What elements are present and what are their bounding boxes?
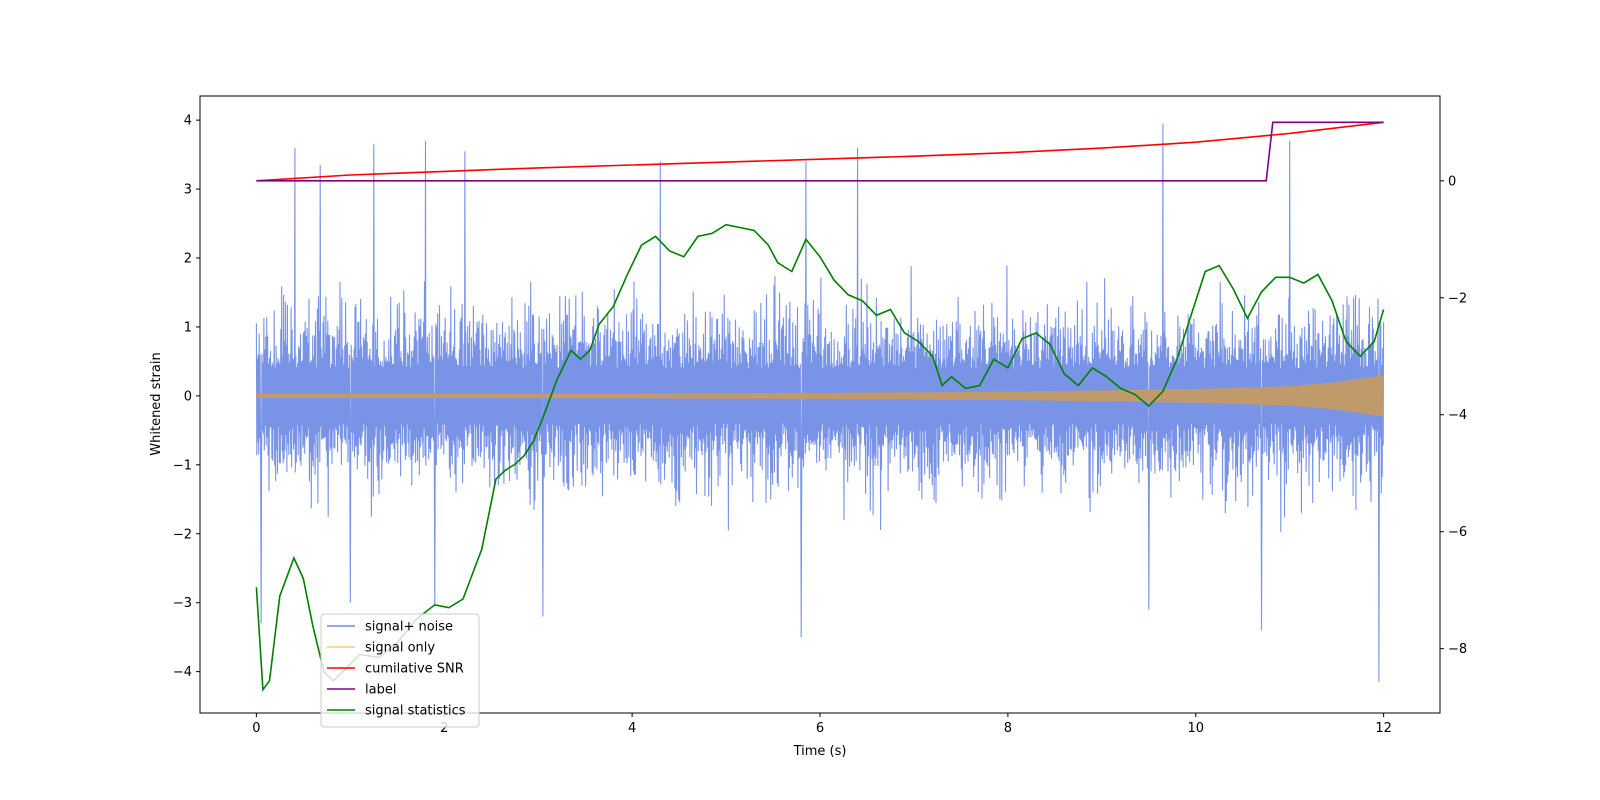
series-signal-statistics-line [255,223,1385,692]
x-tick-label: 4 [628,721,636,736]
y-left-tick-label: 4 [184,114,192,129]
y-left-tick-label: 1 [184,320,192,335]
x-tick-label: 8 [1004,721,1012,736]
y-right-tick-label: −8 [1448,642,1467,657]
legend-label: cumilative SNR [365,662,464,677]
y-left-tick-label: 2 [184,252,192,267]
y-left-tick-label: 0 [184,389,192,404]
series-label-line [256,121,1384,182]
y-left-tick-label: 3 [184,183,192,198]
y-right-tick-label: −4 [1448,408,1467,423]
series-signal-only-envelope [256,375,1384,417]
x-tick-label: 2 [440,721,448,736]
legend-label: label [365,683,396,698]
y-right-tick-label: −6 [1448,525,1467,540]
series-cumilative-snr-line [256,121,1384,182]
legend-label: signal statistics [365,704,466,719]
y-left-tick-label: −4 [173,665,192,680]
y-left-tick-label: −2 [173,527,192,542]
x-tick-label: 12 [1375,721,1392,736]
y-right-tick-label: −2 [1448,291,1467,306]
x-tick-label: 0 [252,721,260,736]
legend-label: signal only [365,641,435,656]
x-tick-label: 6 [816,721,824,736]
y-axis-label: Whitened strain [149,352,164,455]
x-axis-label: Time (s) [793,744,847,759]
legend-box [320,613,480,728]
y-right-tick-label: 0 [1448,174,1456,189]
series-group [255,121,1385,692]
y-left-tick-label: −1 [173,458,192,473]
legend: signal+ noise signal only cumilative SNR la… [320,613,480,728]
x-tick-label: 10 [1187,721,1204,736]
plot-area [255,121,1385,692]
legend-label: signal+ noise [365,620,453,635]
series-signal-noise-line [255,123,1385,683]
y-left-tick-label: −3 [173,596,192,611]
